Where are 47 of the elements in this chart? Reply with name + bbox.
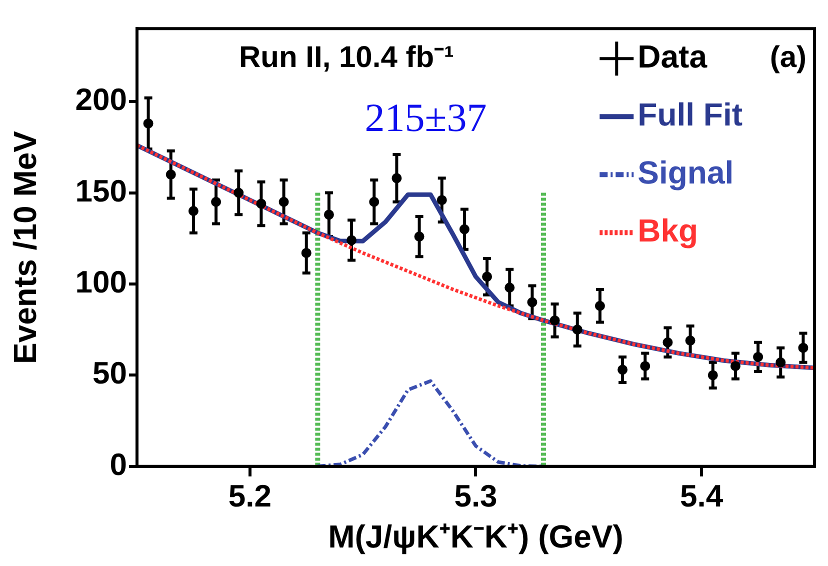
point <box>618 364 628 375</box>
point <box>166 170 176 180</box>
point <box>256 198 266 209</box>
x-tick-label: 5.2 <box>228 478 272 514</box>
x-tick-label: 5.3 <box>454 478 498 514</box>
point <box>234 188 244 198</box>
point <box>188 206 198 216</box>
point <box>640 361 650 372</box>
point <box>776 357 786 368</box>
legend-label: Signal <box>638 154 734 190</box>
point <box>301 248 312 258</box>
point <box>504 282 515 293</box>
y-tick-label: 100 <box>75 264 127 300</box>
annotation: Run II, 10.4 fb⁻¹ <box>239 40 454 74</box>
point <box>324 210 334 220</box>
annotation: 215±37 <box>364 95 487 140</box>
y-tick-label: 50 <box>92 356 127 391</box>
legend-label: Full Fit <box>638 96 743 132</box>
point <box>594 300 605 311</box>
point <box>708 370 718 380</box>
point <box>730 361 740 372</box>
point <box>753 352 764 362</box>
point <box>143 118 154 128</box>
point <box>550 315 560 326</box>
point <box>278 196 289 207</box>
point <box>685 336 696 346</box>
point <box>436 195 447 206</box>
point <box>392 173 402 184</box>
x-tick-label: 5.4 <box>680 478 724 514</box>
point <box>482 272 492 282</box>
point <box>369 196 380 207</box>
x-axis-title: M(J/ψK⁺K⁻K⁺) (GeV) <box>328 518 624 555</box>
y-tick-label: 150 <box>75 173 127 208</box>
y-tick-label: 200 <box>75 82 127 118</box>
y-tick-label: 0 <box>110 446 127 482</box>
point <box>414 232 424 242</box>
point <box>459 224 470 234</box>
point <box>662 337 673 348</box>
legend-label: Bkg <box>638 212 698 248</box>
point <box>572 324 582 335</box>
point <box>211 196 222 207</box>
y-axis-title: Events /10 MeV <box>7 130 44 364</box>
point <box>527 297 538 308</box>
legend-label: Data <box>638 38 708 74</box>
point <box>798 342 808 353</box>
annotation: (a) <box>770 40 806 74</box>
point <box>346 235 357 246</box>
